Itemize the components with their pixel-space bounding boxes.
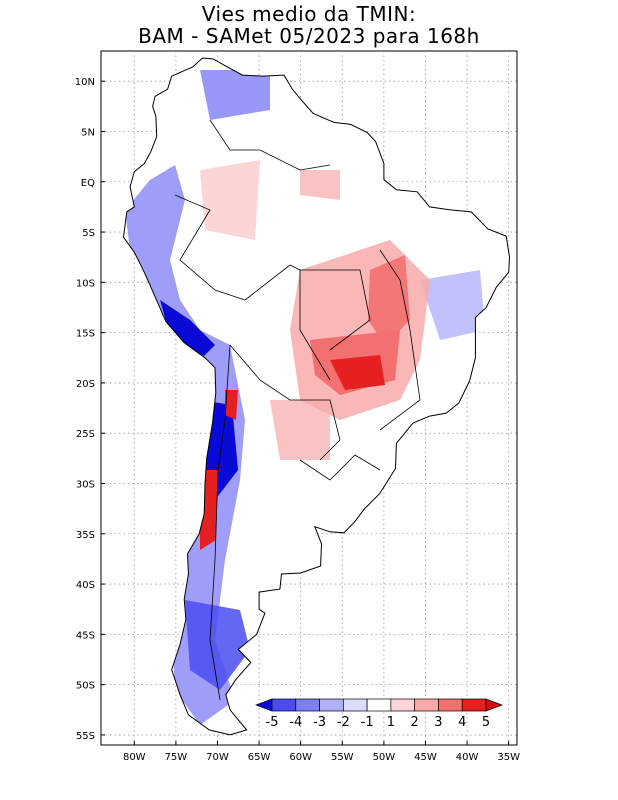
lon-label-70W: 70W xyxy=(206,752,229,763)
colorbar-box xyxy=(319,698,344,712)
colorbar-label: -3 xyxy=(313,715,326,730)
lat-label-25S: 25S xyxy=(76,429,95,440)
venezuela-cold-anomaly xyxy=(200,70,270,120)
lon-label-50W: 50W xyxy=(373,752,396,763)
lon-label-45W: 45W xyxy=(414,752,437,763)
tocantins-warm-anomaly xyxy=(368,255,410,345)
country-borders xyxy=(174,119,421,701)
border-bolivia-argentina-paraguay xyxy=(229,344,341,461)
continent-outline xyxy=(122,57,511,736)
border-ecuador-peru xyxy=(174,194,246,301)
lat-label-45S: 45S xyxy=(76,630,95,641)
lat-label-40S: 40S xyxy=(76,580,95,591)
lat-label-EQ: EQ xyxy=(81,178,95,189)
border-brazil-states-2 xyxy=(300,269,371,351)
lat-label-10N: 10N xyxy=(75,77,95,88)
colorbar-label: -4 xyxy=(289,715,302,730)
border-brazil-states xyxy=(379,249,421,431)
land-area xyxy=(122,57,511,736)
paraguay-warm-anomaly xyxy=(270,400,330,460)
colorbar-box xyxy=(342,698,368,712)
guiana-warm-anomaly xyxy=(300,170,340,200)
colorbar-label: -5 xyxy=(266,715,279,730)
lon-label-40W: 40W xyxy=(456,752,479,763)
lat-label-55S: 55S xyxy=(76,731,95,742)
colorbar-box xyxy=(438,698,463,712)
latitude-labels: 10N 5N EQ 5S 10S 15S 20S 25S 30S 35S 40S 45S 50S 55S xyxy=(75,77,95,742)
colorbar-labels: -5 -4 -3 -2 -1 1 2 3 4 5 xyxy=(266,715,491,730)
patagonia-cold-anomaly xyxy=(185,600,250,690)
lon-label-80W: 80W xyxy=(123,752,146,763)
lat-label-10S: 10S xyxy=(76,278,95,289)
colorbar-box xyxy=(295,698,320,712)
lon-label-60W: 60W xyxy=(289,752,312,763)
border-argentina-uruguay-brazil xyxy=(299,454,381,481)
colorbar-box xyxy=(461,698,487,712)
colorbar-arrow-high xyxy=(485,698,503,712)
goias-strong-warm-anomaly xyxy=(330,355,385,390)
lon-label-75W: 75W xyxy=(165,752,188,763)
colorbar xyxy=(255,698,503,712)
lon-label-35W: 35W xyxy=(497,752,520,763)
colorbar-label: -2 xyxy=(337,715,350,730)
colorbar-label: 3 xyxy=(434,715,442,730)
lon-label-55W: 55W xyxy=(331,752,354,763)
map-title-line2: BAM - SAMet 05/2023 para 168h xyxy=(138,24,480,48)
colorbar-label: 5 xyxy=(482,715,490,730)
colorbar-label: 1 xyxy=(387,715,395,730)
lat-label-5N: 5N xyxy=(81,127,95,138)
colorbar-label: 2 xyxy=(411,715,419,730)
colorbar-box xyxy=(414,698,439,712)
lon-label-65W: 65W xyxy=(248,752,271,763)
border-colombia-venezuela-brazil xyxy=(209,119,331,171)
amazon-warm-anomaly xyxy=(200,160,260,240)
northeast-cold-anomaly xyxy=(420,270,485,340)
colorbar-box xyxy=(271,698,297,712)
lat-label-30S: 30S xyxy=(76,479,95,490)
map-title-line1: Vies medio da TMIN: xyxy=(201,2,417,26)
colorbar-box xyxy=(390,698,416,712)
lat-label-20S: 20S xyxy=(76,379,95,390)
peru-strong-cold-anomaly xyxy=(160,300,215,360)
lat-label-35S: 35S xyxy=(76,530,95,541)
lat-label-5S: 5S xyxy=(82,228,95,239)
border-chile-argentina xyxy=(209,344,231,701)
lat-label-15S: 15S xyxy=(76,329,95,340)
colorbar-label: -1 xyxy=(361,715,374,730)
colorbar-label: 4 xyxy=(458,715,466,730)
altiplano-warm-anomaly xyxy=(225,390,238,420)
longitude-labels: 80W 75W 70W 65W 60W 55W 50W 45W 40W 35W xyxy=(123,752,520,763)
colorbar-box xyxy=(366,698,392,712)
lat-label-50S: 50S xyxy=(76,681,95,692)
